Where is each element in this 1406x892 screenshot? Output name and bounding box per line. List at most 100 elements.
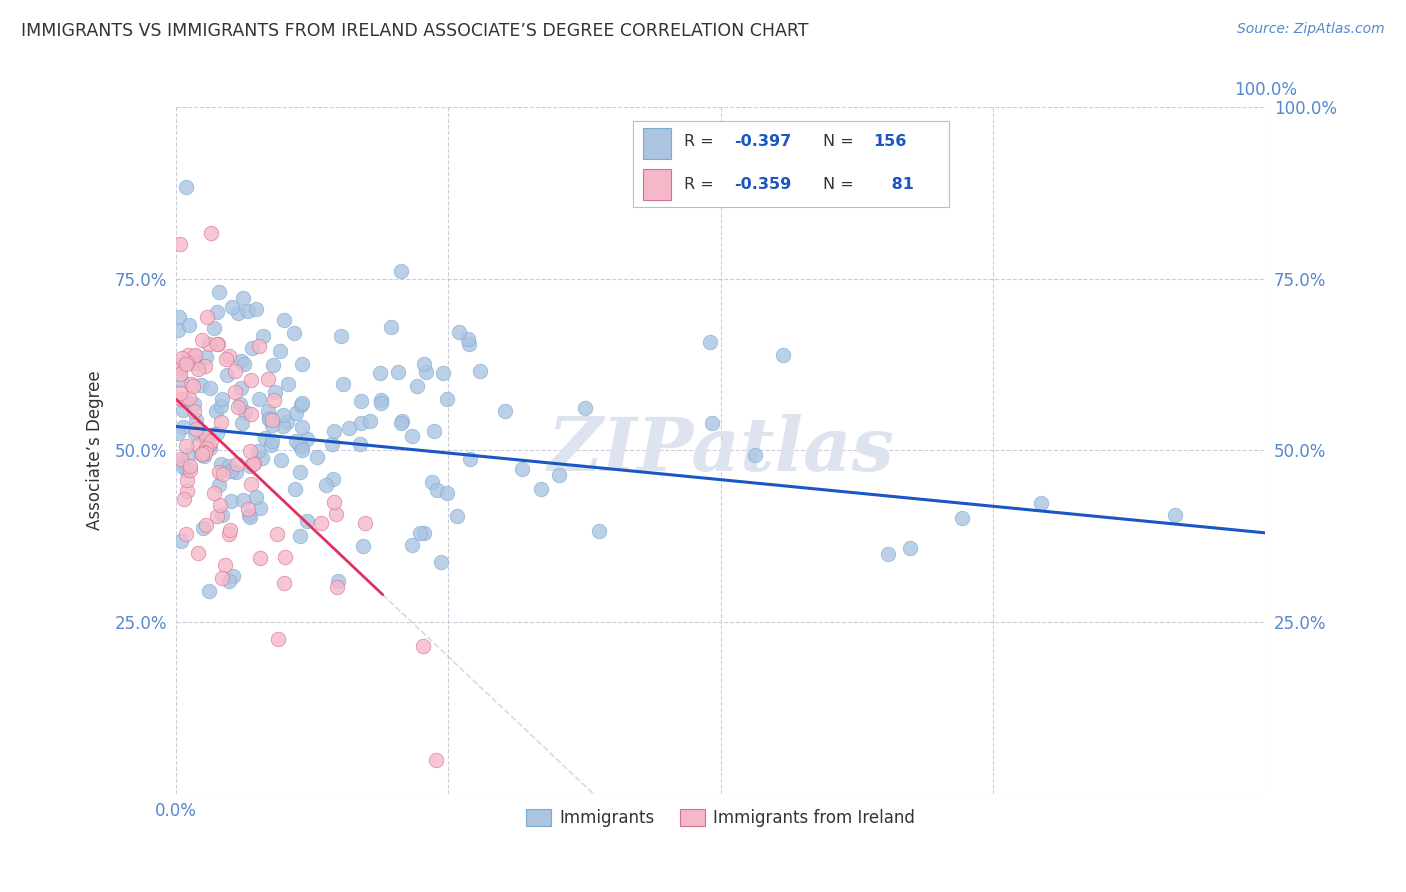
Point [266, 527, 288, 541]
Point [187, 438, 209, 452]
Point [284, 483, 307, 497]
Point [245, 301, 267, 316]
Point [167, 425, 190, 440]
Point [169, 385, 191, 400]
Point [285, 434, 308, 448]
Point [295, 433, 318, 447]
Point [458, 336, 481, 351]
Point [239, 477, 262, 491]
Point [176, 526, 198, 541]
Point [209, 457, 232, 471]
Point [239, 443, 262, 458]
Point [257, 404, 280, 418]
Point [191, 333, 214, 347]
Point [315, 478, 337, 492]
Point [193, 444, 215, 458]
Point [229, 354, 252, 368]
Point [267, 632, 290, 646]
Point [530, 483, 553, 497]
Point [305, 450, 328, 464]
Point [328, 574, 350, 589]
Point [232, 291, 254, 305]
Point [288, 465, 311, 479]
Point [470, 364, 492, 378]
Point [170, 455, 193, 469]
Point [239, 458, 262, 473]
Text: ZIPatlas: ZIPatlas [547, 414, 894, 487]
Point [276, 415, 298, 429]
Point [218, 458, 240, 473]
Point [260, 434, 283, 448]
Point [167, 358, 190, 372]
Point [215, 368, 238, 383]
Point [247, 338, 270, 352]
Point [219, 523, 242, 537]
Point [207, 305, 229, 319]
Point [200, 226, 222, 240]
Point [273, 550, 295, 565]
Point [233, 405, 256, 419]
Point [221, 300, 243, 314]
Point [194, 518, 217, 533]
Point [183, 404, 205, 418]
Point [257, 411, 280, 425]
Point [184, 349, 207, 363]
Point [323, 494, 346, 508]
Point [322, 424, 344, 438]
Y-axis label: Associate’s Degree: Associate’s Degree [86, 371, 104, 530]
Point [350, 393, 373, 408]
Point [228, 397, 250, 411]
Point [238, 508, 260, 523]
Point [172, 351, 194, 365]
Point [449, 326, 471, 340]
Point [262, 417, 284, 432]
Point [200, 434, 222, 448]
Point [177, 347, 200, 361]
Point [194, 359, 217, 373]
Point [172, 458, 194, 473]
Point [198, 381, 221, 395]
Point [354, 516, 377, 531]
Point [179, 463, 201, 477]
Point [432, 367, 454, 381]
Point [218, 349, 240, 363]
Point [249, 501, 271, 516]
Point [170, 373, 193, 387]
Point [321, 436, 343, 450]
Point [325, 507, 347, 521]
Point [337, 421, 360, 435]
Point [190, 447, 212, 461]
Point [291, 443, 314, 458]
Point [420, 475, 443, 489]
Point [224, 364, 246, 378]
Point [236, 501, 259, 516]
Point [211, 570, 233, 584]
Point [290, 398, 312, 412]
Point [391, 413, 413, 427]
Point [446, 509, 468, 524]
Point [174, 393, 197, 408]
Point [193, 449, 215, 463]
Point [430, 555, 453, 569]
Point [174, 463, 197, 477]
Point [250, 450, 273, 465]
Point [176, 473, 198, 487]
Point [205, 336, 228, 351]
Point [252, 329, 274, 343]
Point [368, 366, 391, 380]
Point [229, 381, 252, 395]
Point [326, 580, 349, 594]
Point [273, 576, 295, 591]
Point [170, 359, 193, 374]
Point [193, 430, 215, 444]
Point [174, 357, 197, 371]
Point [387, 365, 409, 379]
Point [186, 422, 208, 436]
Point [744, 448, 766, 462]
Point [291, 357, 314, 371]
Point [176, 355, 198, 369]
Point [183, 356, 205, 370]
Point [297, 515, 319, 529]
Point [415, 365, 437, 379]
Point [179, 459, 201, 474]
